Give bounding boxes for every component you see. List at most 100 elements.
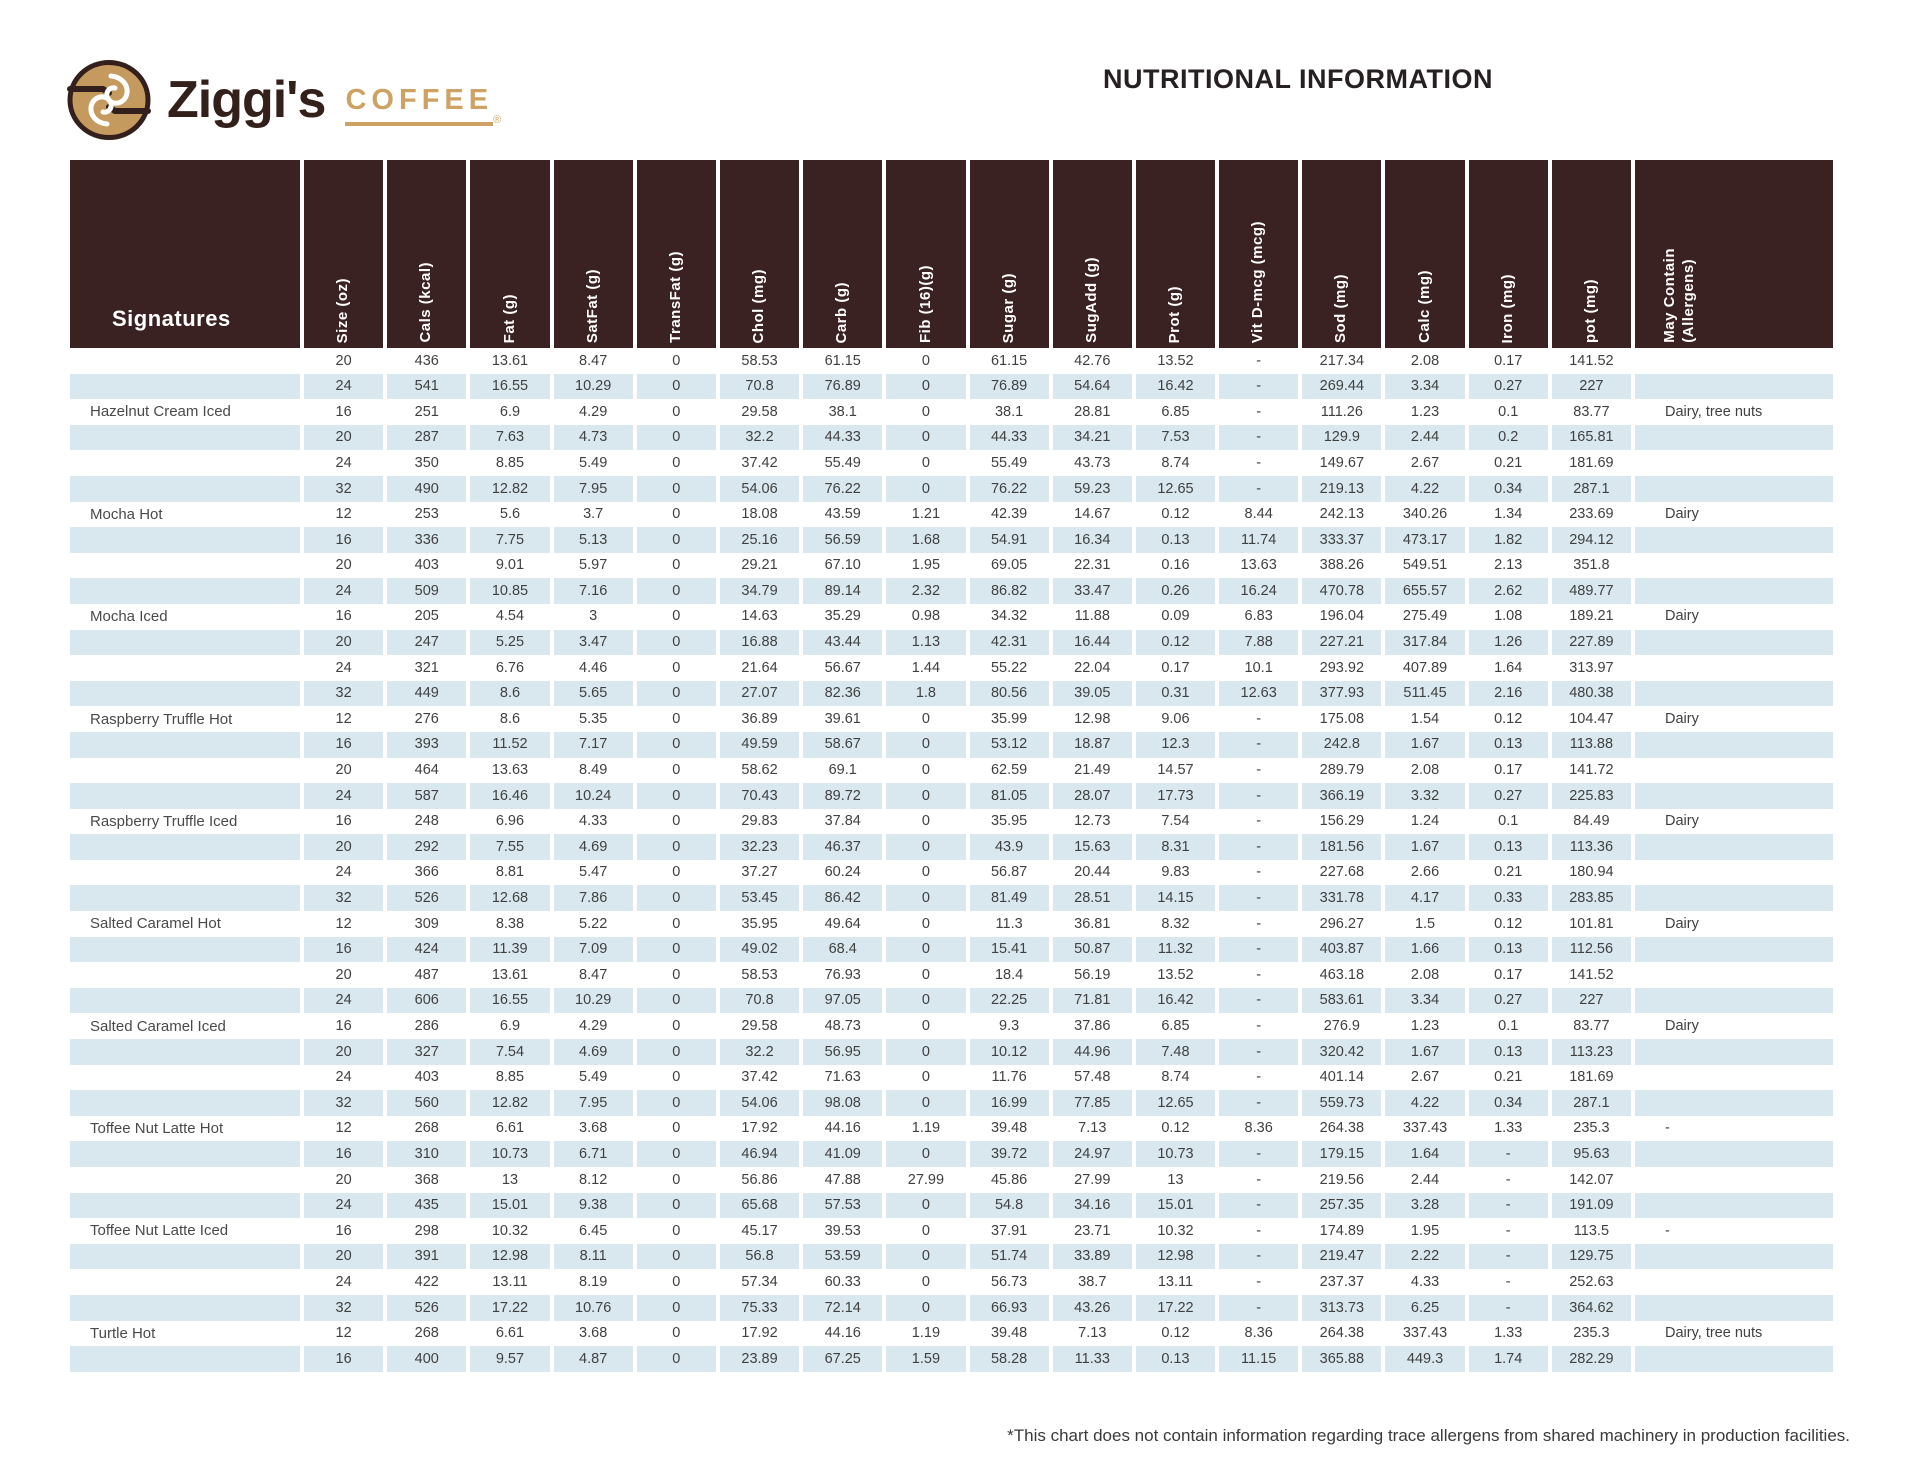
value-cell: 480.38: [1549, 680, 1636, 707]
value-cell: 43.59: [801, 501, 887, 528]
value-cell: 16: [302, 1218, 388, 1244]
value-cell: -: [1466, 1167, 1552, 1193]
value-cell: 327: [385, 1039, 471, 1065]
value-cell: 32: [302, 1090, 388, 1116]
value-cell: 14.15: [1133, 885, 1220, 912]
value-cell: 0: [634, 987, 720, 1014]
value-cell: 29.21: [717, 552, 804, 579]
table-row: Salted Caramel Hot 12 309 8.38 5.22 0 35.95 49.…: [70, 911, 1833, 937]
column-header-10: Prot (g): [1133, 160, 1220, 348]
value-cell: 37.42: [717, 1064, 804, 1091]
value-cell: 7.55: [468, 834, 554, 860]
value-cell: 4.46: [551, 655, 637, 681]
value-cell: -: [1217, 783, 1303, 809]
value-cell: 368: [385, 1167, 471, 1193]
value-cell: 16.42: [1133, 987, 1220, 1014]
column-header-label: Calc (mg): [1415, 270, 1433, 343]
value-cell: 227: [1549, 987, 1636, 1014]
value-cell: 0: [634, 399, 720, 425]
value-cell: 0: [884, 450, 970, 476]
value-cell: 0: [634, 527, 720, 553]
value-cell: 1.19: [884, 1320, 970, 1347]
value-cell: 61.15: [801, 348, 887, 374]
value-cell: 7.95: [551, 1090, 637, 1116]
value-cell: 20: [302, 1243, 388, 1270]
value-cell: 0: [634, 936, 720, 963]
allergen-cell: [1633, 348, 1833, 374]
value-cell: 181.69: [1549, 450, 1636, 476]
value-cell: 0: [634, 1346, 720, 1372]
value-cell: 33.89: [1050, 1243, 1136, 1270]
value-cell: 4.54: [468, 603, 554, 630]
value-cell: 35.95: [717, 911, 804, 937]
value-cell: 24: [302, 373, 388, 400]
value-cell: 20: [302, 552, 388, 579]
drink-name-cell: Toffee Nut Latte Hot: [70, 1115, 304, 1142]
value-cell: 0.16: [1133, 552, 1220, 579]
value-cell: 60.33: [801, 1269, 887, 1295]
value-cell: 70.43: [717, 783, 804, 809]
value-cell: 0.34: [1466, 475, 1552, 502]
value-cell: 0.27: [1466, 987, 1552, 1014]
value-cell: 141.72: [1549, 757, 1636, 784]
column-header-label: Prot (g): [1166, 285, 1184, 343]
value-cell: 43.44: [801, 629, 887, 656]
value-cell: 24: [302, 1192, 388, 1219]
value-cell: 287.1: [1549, 1090, 1636, 1116]
value-cell: 6.76: [468, 655, 554, 681]
drink-name-cell: [70, 1167, 304, 1193]
value-cell: 1.26: [1466, 629, 1552, 656]
value-cell: 5.6: [468, 501, 554, 528]
value-cell: 17.92: [717, 1320, 804, 1347]
value-cell: 81.05: [967, 783, 1053, 809]
value-cell: 235.3: [1549, 1320, 1636, 1347]
value-cell: 28.07: [1050, 783, 1136, 809]
value-cell: 0: [884, 1218, 970, 1244]
allergen-cell: [1633, 1243, 1833, 1270]
table-row: Turtle Hot 12 268 6.61 3.68 0 17.92 44.16 1.19 39…: [70, 1320, 1833, 1347]
value-cell: 0: [634, 731, 720, 758]
column-header-label: Size (oz): [334, 277, 352, 343]
value-cell: 1.23: [1383, 399, 1469, 425]
table-row: 24 509 10.85 7.16 0 34.79 89.14 2.32 86.82 33.47 0…: [70, 578, 1833, 604]
value-cell: 3.34: [1383, 373, 1469, 400]
value-cell: 403: [385, 1064, 471, 1091]
value-cell: 16: [302, 399, 388, 425]
value-cell: 5.65: [551, 680, 637, 707]
drink-name-cell: [70, 424, 304, 451]
drink-name-cell: [70, 629, 304, 656]
value-cell: 407.89: [1383, 655, 1469, 681]
value-cell: 0: [634, 629, 720, 656]
value-cell: 6.96: [468, 808, 554, 835]
value-cell: 252.63: [1549, 1269, 1636, 1295]
value-cell: 16.88: [717, 629, 804, 656]
value-cell: 15.63: [1050, 834, 1136, 860]
value-cell: 149.67: [1300, 450, 1386, 476]
value-cell: 3.47: [551, 629, 637, 656]
drink-name-cell: [70, 475, 304, 502]
table-row: Raspberry Truffle Hot 12 276 8.6 5.35 0 36.89 3…: [70, 706, 1833, 732]
value-cell: 10.32: [1133, 1218, 1220, 1244]
value-cell: -: [1217, 987, 1303, 1014]
value-cell: 53.59: [801, 1243, 887, 1270]
allergen-cell: [1633, 553, 1833, 579]
value-cell: 9.57: [468, 1346, 554, 1372]
table-row: 16 424 11.39 7.09 0 49.02 68.4 0 15.41 50.87 11.32…: [70, 936, 1833, 963]
value-cell: 10.73: [468, 1141, 554, 1167]
value-cell: 14.67: [1050, 501, 1136, 528]
value-cell: -: [1466, 1294, 1552, 1321]
value-cell: 57.53: [801, 1192, 887, 1219]
value-cell: 36.89: [717, 706, 804, 732]
value-cell: -: [1217, 1269, 1303, 1295]
allergen-cell: [1633, 1167, 1833, 1193]
value-cell: 13.11: [1133, 1269, 1220, 1295]
value-cell: 68.4: [801, 936, 887, 963]
drink-name-cell: Salted Caramel Hot: [70, 911, 304, 937]
table-row: 24 435 15.01 9.38 0 65.68 57.53 0 54.8 34.16 15.01…: [70, 1192, 1833, 1219]
allergen-cell: [1633, 987, 1833, 1014]
value-cell: 44.33: [967, 424, 1053, 451]
value-cell: 76.93: [801, 962, 887, 988]
value-cell: 189.21: [1549, 603, 1636, 630]
value-cell: 13.61: [468, 348, 554, 374]
value-cell: -: [1217, 962, 1303, 988]
